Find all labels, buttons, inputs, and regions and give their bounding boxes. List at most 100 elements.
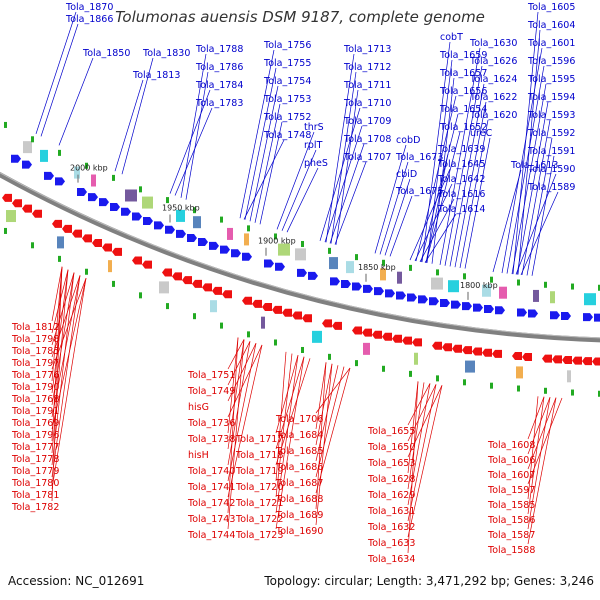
forward-label-line [520, 191, 559, 276]
reverse-label-line [275, 351, 287, 482]
reverse-gene-arrow [412, 338, 422, 347]
tick-mark [139, 292, 142, 299]
feature-block [329, 257, 338, 270]
reverse-gene-arrow [552, 355, 562, 364]
reverse-gene-label: Tola_1785 [11, 346, 59, 357]
forward-gene-arrow [264, 259, 274, 268]
forward-gene-label: Tola_1626 [469, 56, 517, 67]
reverse-gene-label: Tola_1688 [275, 494, 323, 505]
reverse-gene-label: Tola_1653 [367, 458, 415, 469]
forward-gene-arrow [275, 262, 285, 271]
page-title: Tolumonas auensis DSM 9187, complete gen… [115, 8, 485, 26]
reverse-gene-arrow [172, 272, 182, 281]
forward-label-line [419, 198, 455, 262]
reverse-gene-label: Tola_1777 [11, 442, 59, 453]
reverse-gene-arrow [12, 199, 22, 208]
reverse-label-line [51, 272, 75, 466]
forward-gene-arrow [473, 303, 483, 312]
feature-block [295, 248, 306, 261]
reverse-gene-label: Tola_1588 [487, 545, 535, 556]
feature-block [397, 271, 402, 284]
tick-mark [463, 379, 466, 386]
forward-label-line [334, 161, 367, 245]
tick-mark [166, 303, 169, 310]
reverse-gene-arrow [302, 314, 312, 323]
forward-gene-arrow [330, 277, 340, 286]
genome-backbone [0, 171, 600, 343]
scale-tick-label: 1800 kbp [460, 281, 498, 290]
forward-gene-label: Tola_1786 [195, 62, 243, 73]
forward-gene-label: Tola_1639 [437, 144, 485, 155]
forward-label-line [384, 178, 411, 256]
reverse-gene-arrow [362, 328, 372, 337]
forward-gene-arrow [561, 311, 571, 320]
reverse-label-line [227, 339, 245, 450]
tick-mark [463, 273, 466, 280]
reverse-gene-label: Tola_1720 [235, 482, 283, 493]
reverse-gene-label: Tola_1740 [187, 466, 235, 477]
forward-gene-arrow [396, 291, 406, 300]
forward-label-line [286, 167, 319, 233]
forward-gene-label: Tola_1624 [469, 74, 517, 85]
tick-mark [517, 279, 520, 286]
forward-label-line [374, 144, 407, 254]
forward-gene-arrow [440, 298, 450, 307]
reverse-label-line [227, 339, 245, 530]
forward-gene-arrow [418, 295, 428, 304]
forward-gene-label: Tola_1591 [527, 146, 575, 157]
reverse-gene-arrow [322, 319, 332, 328]
feature-block [448, 280, 459, 293]
feature-block [57, 236, 64, 249]
forward-label-line [180, 53, 207, 198]
forward-label-line [492, 169, 522, 273]
tick-mark [598, 390, 600, 397]
forward-gene-arrow [242, 252, 252, 261]
reverse-gene-label: Tola_1751 [187, 370, 235, 381]
reverse-gene-arrow [332, 321, 342, 330]
reverse-label-line [315, 362, 327, 430]
reverse-gene-arrow [32, 209, 42, 218]
forward-gene-arrow [176, 229, 186, 238]
forward-gene-label: Tola_1784 [195, 80, 243, 91]
forward-label-line [459, 119, 489, 268]
tick-mark [112, 174, 115, 181]
forward-gene-arrow [341, 279, 351, 288]
feature-block [40, 149, 48, 162]
genome-summary-text: Topology: circular; Length: 3,471,292 bp… [264, 574, 594, 588]
reverse-gene-arrow [562, 356, 572, 365]
forward-label-line [239, 49, 275, 219]
forward-label-line [425, 131, 461, 263]
reverse-gene-arrow [242, 296, 252, 305]
forward-label-line [329, 143, 365, 244]
forward-gene-arrow [77, 188, 87, 197]
forward-label-line [174, 107, 213, 196]
scale-tick-label: 2000 kbp [70, 164, 108, 173]
feature-block [6, 210, 16, 223]
reverse-gene-arrow [182, 276, 192, 285]
forward-label-line [324, 125, 363, 243]
feature-block [431, 277, 443, 290]
forward-label-line [516, 101, 549, 275]
forward-gene-arrow [594, 313, 600, 322]
feature-block [227, 227, 233, 240]
reverse-gene-arrow [282, 308, 292, 317]
forward-gene-label: cbiD [396, 169, 417, 180]
tick-mark [274, 233, 277, 240]
reverse-label-line [315, 367, 351, 414]
reverse-gene-arrow [462, 346, 472, 355]
feature-block [210, 300, 217, 313]
reverse-gene-label: Tola_1628 [367, 474, 415, 485]
forward-label-line [424, 213, 457, 263]
forward-gene-label: Tola_1654 [439, 104, 487, 115]
reverse-label-line [51, 266, 63, 382]
forward-gene-label: Tola_1614 [437, 204, 485, 215]
forward-gene-label: cobT [440, 32, 463, 43]
reverse-gene-label: Tola_1706 [275, 414, 323, 425]
forward-gene-label: thrS [304, 122, 324, 133]
reverse-label-line [51, 275, 81, 358]
reverse-gene-label: hisG [188, 402, 209, 413]
reverse-gene-track [2, 193, 600, 366]
feature-block [261, 316, 265, 329]
reverse-gene-label: Tola_1597 [487, 485, 535, 496]
